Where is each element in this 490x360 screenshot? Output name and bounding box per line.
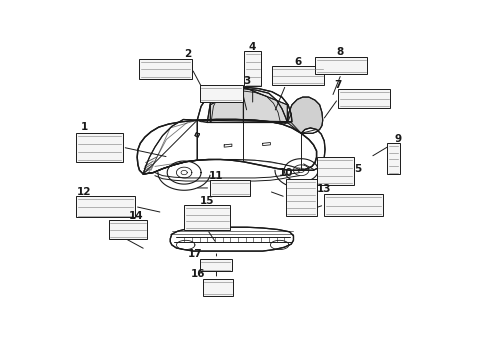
Bar — [324, 194, 383, 216]
Text: 14: 14 — [129, 211, 144, 221]
Bar — [286, 179, 317, 216]
Text: 2: 2 — [184, 49, 192, 59]
Bar — [184, 205, 230, 230]
Bar — [317, 157, 354, 185]
Bar — [76, 132, 122, 162]
Text: 4: 4 — [249, 42, 256, 52]
Polygon shape — [210, 87, 244, 122]
Bar — [203, 279, 233, 296]
Bar — [338, 89, 391, 108]
Polygon shape — [244, 87, 287, 122]
Polygon shape — [287, 97, 323, 133]
Text: 15: 15 — [200, 196, 215, 206]
Text: 12: 12 — [77, 187, 91, 197]
Bar — [315, 57, 368, 74]
Bar — [199, 85, 243, 102]
Polygon shape — [301, 128, 325, 170]
Bar — [140, 59, 192, 78]
Text: 9: 9 — [394, 134, 402, 144]
Bar — [272, 66, 324, 85]
Polygon shape — [195, 132, 199, 137]
Text: 11: 11 — [209, 171, 224, 181]
Polygon shape — [197, 87, 292, 122]
Bar — [244, 51, 261, 86]
Text: 13: 13 — [317, 184, 332, 194]
Text: 5: 5 — [355, 165, 362, 175]
Bar — [76, 195, 135, 217]
Text: 1: 1 — [80, 122, 88, 132]
Text: 8: 8 — [336, 48, 343, 58]
Text: 16: 16 — [191, 269, 205, 279]
Text: 6: 6 — [294, 57, 302, 67]
Polygon shape — [137, 120, 317, 174]
Polygon shape — [143, 120, 197, 174]
Bar — [109, 220, 147, 239]
Text: 7: 7 — [335, 80, 342, 90]
Text: 3: 3 — [244, 76, 251, 86]
Bar — [388, 143, 400, 174]
Bar — [210, 180, 250, 195]
Polygon shape — [207, 89, 287, 122]
Text: 17: 17 — [188, 249, 202, 259]
Bar — [199, 259, 232, 271]
Polygon shape — [171, 227, 294, 251]
Text: 10: 10 — [278, 167, 293, 177]
